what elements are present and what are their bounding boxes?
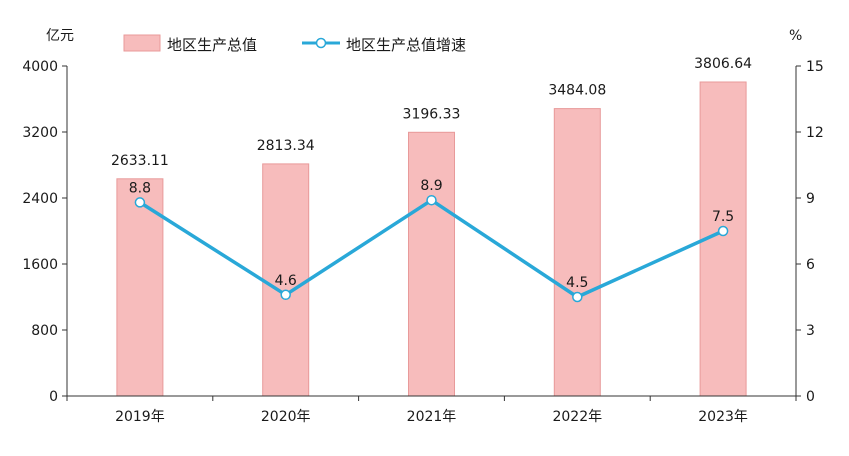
growth-label-5: 7.5 xyxy=(712,209,734,225)
line-layer: 8.8 4.6 8.9 4.5 7.5 xyxy=(129,178,734,303)
bar-4 xyxy=(553,108,601,397)
growth-point-5 xyxy=(717,225,729,237)
growth-point-3 xyxy=(426,194,437,206)
growth-point-2 xyxy=(280,289,291,301)
bar-label-5: 3806.64 xyxy=(694,56,752,72)
bar-label-3: 3196.33 xyxy=(403,106,461,122)
bars-layer: 2633.11 2813.34 3196.33 3484.08 3806.64 xyxy=(111,56,752,397)
x-tick-2: 2020年 xyxy=(261,409,311,425)
growth-label-3: 8.9 xyxy=(420,178,442,194)
y-right-tick-4: 12 xyxy=(806,125,824,141)
y-right-tick-1: 3 xyxy=(806,323,815,339)
legend-line-label: 地区生产总值增速 xyxy=(346,36,466,54)
bar-3 xyxy=(408,131,455,397)
bar-label-4: 3484.08 xyxy=(548,83,606,99)
bar-2 xyxy=(262,163,310,397)
growth-point-1 xyxy=(134,197,146,208)
legend: 地区生产总值 地区生产总值增速 xyxy=(123,34,466,54)
growth-point-4 xyxy=(572,291,583,303)
y-right-unit: % xyxy=(789,28,802,44)
bar-label-1: 2633.11 xyxy=(111,153,169,169)
legend-bar-label: 地区生产总值 xyxy=(167,36,257,54)
growth-label-4: 4.5 xyxy=(566,275,588,291)
growth-label-1: 8.8 xyxy=(129,180,151,196)
y-left-tick-0: 0 xyxy=(49,389,58,405)
y-left-tick-4: 3200 xyxy=(22,125,58,141)
y-right-tick-0: 0 xyxy=(806,389,815,405)
y-left-tick-3: 2400 xyxy=(22,191,58,207)
y-left-tick-5: 4000 xyxy=(22,59,58,75)
bar-label-2: 2813.34 xyxy=(257,138,315,154)
growth-label-2: 4.6 xyxy=(275,273,297,289)
x-tick-4: 2022年 xyxy=(552,409,602,425)
x-tick-1: 2019年 xyxy=(115,409,165,425)
y-right-tick-2: 6 xyxy=(806,257,815,273)
legend-bar-swatch xyxy=(123,34,161,52)
y-left-unit: 亿元 xyxy=(46,28,74,44)
axes-layer: 0 800 1600 2400 3200 4000 0 3 6 9 12 15 2019年 2020年 20… xyxy=(22,59,823,425)
bar-1 xyxy=(116,178,164,397)
y-right-tick-5: 15 xyxy=(806,59,824,75)
legend-line-marker xyxy=(315,37,327,49)
x-tick-3: 2021年 xyxy=(407,409,457,425)
y-left-tick-1: 800 xyxy=(31,323,58,339)
y-left-tick-2: 1600 xyxy=(22,257,58,273)
x-tick-5: 2023年 xyxy=(698,409,748,425)
y-right-tick-3: 9 xyxy=(806,191,815,207)
